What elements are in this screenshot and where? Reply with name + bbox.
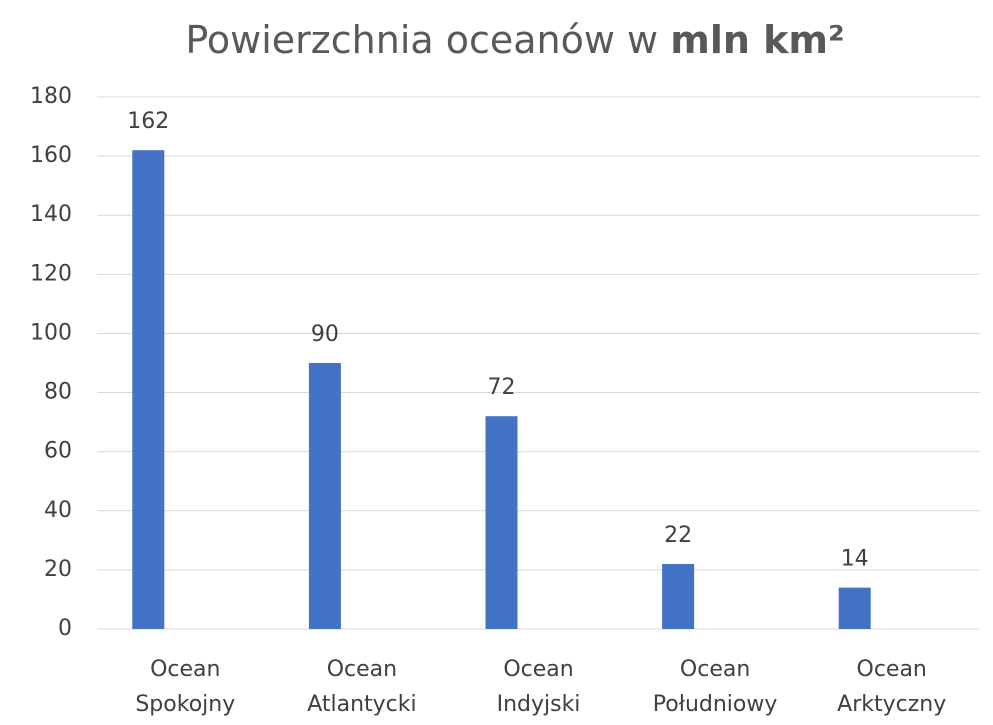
- data-label: 14: [841, 547, 869, 572]
- x-tick-label: Ocean Indyjski: [497, 657, 581, 717]
- label-line: Atlantycki: [307, 692, 416, 717]
- bar: [485, 416, 518, 629]
- y-tick-label: 60: [44, 439, 72, 464]
- y-tick-label: 0: [58, 616, 72, 641]
- x-tick-label: Ocean Arktyczny: [837, 657, 946, 717]
- y-tick-label: 120: [30, 261, 72, 286]
- x-tick-label: Ocean Atlantycki: [307, 657, 416, 717]
- data-label: 90: [311, 322, 339, 347]
- data-label: 72: [488, 375, 516, 400]
- y-tick-label: 100: [30, 320, 72, 345]
- y-tick-label: 140: [30, 202, 72, 227]
- y-tick-label: 40: [44, 498, 72, 523]
- data-label: 162: [127, 109, 169, 134]
- label-line: Ocean: [857, 657, 927, 682]
- label-line: Południowy: [653, 692, 778, 717]
- bar: [132, 150, 165, 629]
- y-tick-label: 80: [44, 380, 72, 405]
- bar: [838, 587, 871, 629]
- y-tick-label: 180: [30, 84, 72, 109]
- label-line: Ocean: [503, 657, 573, 682]
- x-tick-label: Ocean Południowy: [653, 657, 778, 717]
- label-line: Ocean: [680, 657, 750, 682]
- bar: [308, 363, 341, 629]
- bar: [662, 563, 695, 629]
- y-tick-label: 20: [44, 557, 72, 582]
- label-line: Ocean: [327, 657, 397, 682]
- label-line: Ocean: [150, 657, 220, 682]
- y-tick-label: 160: [30, 143, 72, 168]
- label-line: Spokojny: [135, 692, 235, 717]
- title-part: Powierzchnia oceanów w: [185, 18, 658, 62]
- data-label: 22: [664, 523, 692, 548]
- title-part: mln km²: [670, 18, 844, 62]
- x-tick-label: Ocean Spokojny: [135, 657, 235, 717]
- chart-title: Powierzchnia oceanów w mln km²: [185, 18, 844, 62]
- label-line: Arktyczny: [837, 692, 946, 717]
- label-line: Indyjski: [497, 692, 581, 717]
